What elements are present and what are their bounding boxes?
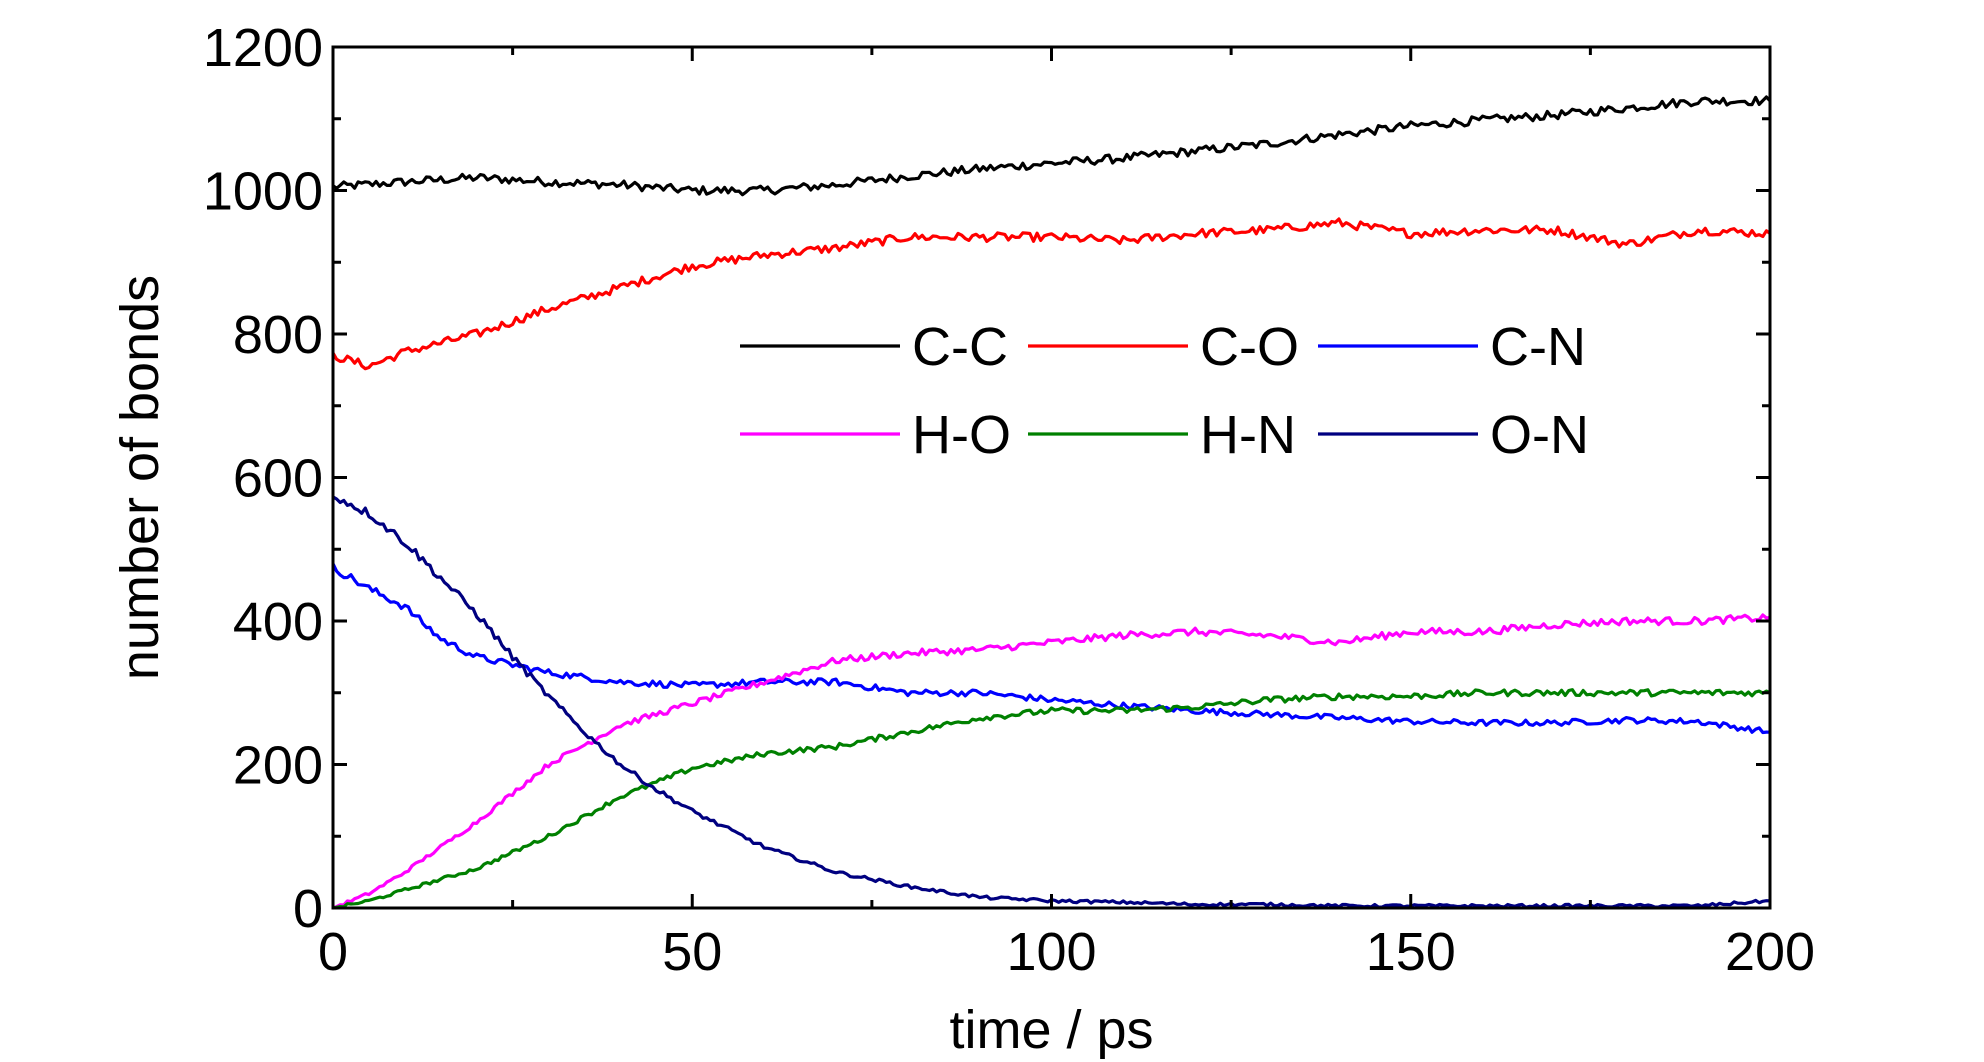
legend-label-c-n: C-N xyxy=(1490,317,1586,377)
series-line-c-n xyxy=(331,563,1771,735)
y-axis-title: number of bonds xyxy=(110,275,170,680)
legend-label-h-o: H-O xyxy=(912,405,1011,465)
plot-frame xyxy=(331,45,1772,910)
x-tick-label: 150 xyxy=(1366,922,1456,982)
y-tick-label: 0 xyxy=(293,879,323,939)
x-axis-title: time / ps xyxy=(949,1000,1153,1060)
legend: C-C C-O C-N H-O H-N O-N xyxy=(740,317,1589,465)
y-tick-label: 600 xyxy=(233,449,323,509)
x-tick-label: 200 xyxy=(1725,922,1815,982)
series-line-c-c xyxy=(332,95,1772,197)
x-tick-label: 100 xyxy=(1006,922,1096,982)
ticks-layer: 0 50 100 150 200 0 200 400 600 800 1000 1200 xyxy=(203,18,1815,982)
x-tick-label: 50 xyxy=(662,922,722,982)
legend-label-c-o: C-O xyxy=(1200,317,1299,377)
series-layer xyxy=(331,95,1772,910)
y-tick-label: 1000 xyxy=(203,162,323,222)
legend-label-o-n: O-N xyxy=(1490,405,1589,465)
y-tick-label: 200 xyxy=(233,736,323,796)
y-tick-label: 1200 xyxy=(203,18,323,78)
legend-label-h-n: H-N xyxy=(1200,405,1296,465)
series-line-h-o xyxy=(332,613,1771,910)
x-tick-label: 0 xyxy=(318,922,348,982)
y-tick-label: 400 xyxy=(233,592,323,652)
legend-label-c-c: C-C xyxy=(912,317,1008,377)
series-line-c-o xyxy=(331,217,1771,371)
series-line-h-n xyxy=(332,688,1771,910)
y-tick-label: 800 xyxy=(233,305,323,365)
